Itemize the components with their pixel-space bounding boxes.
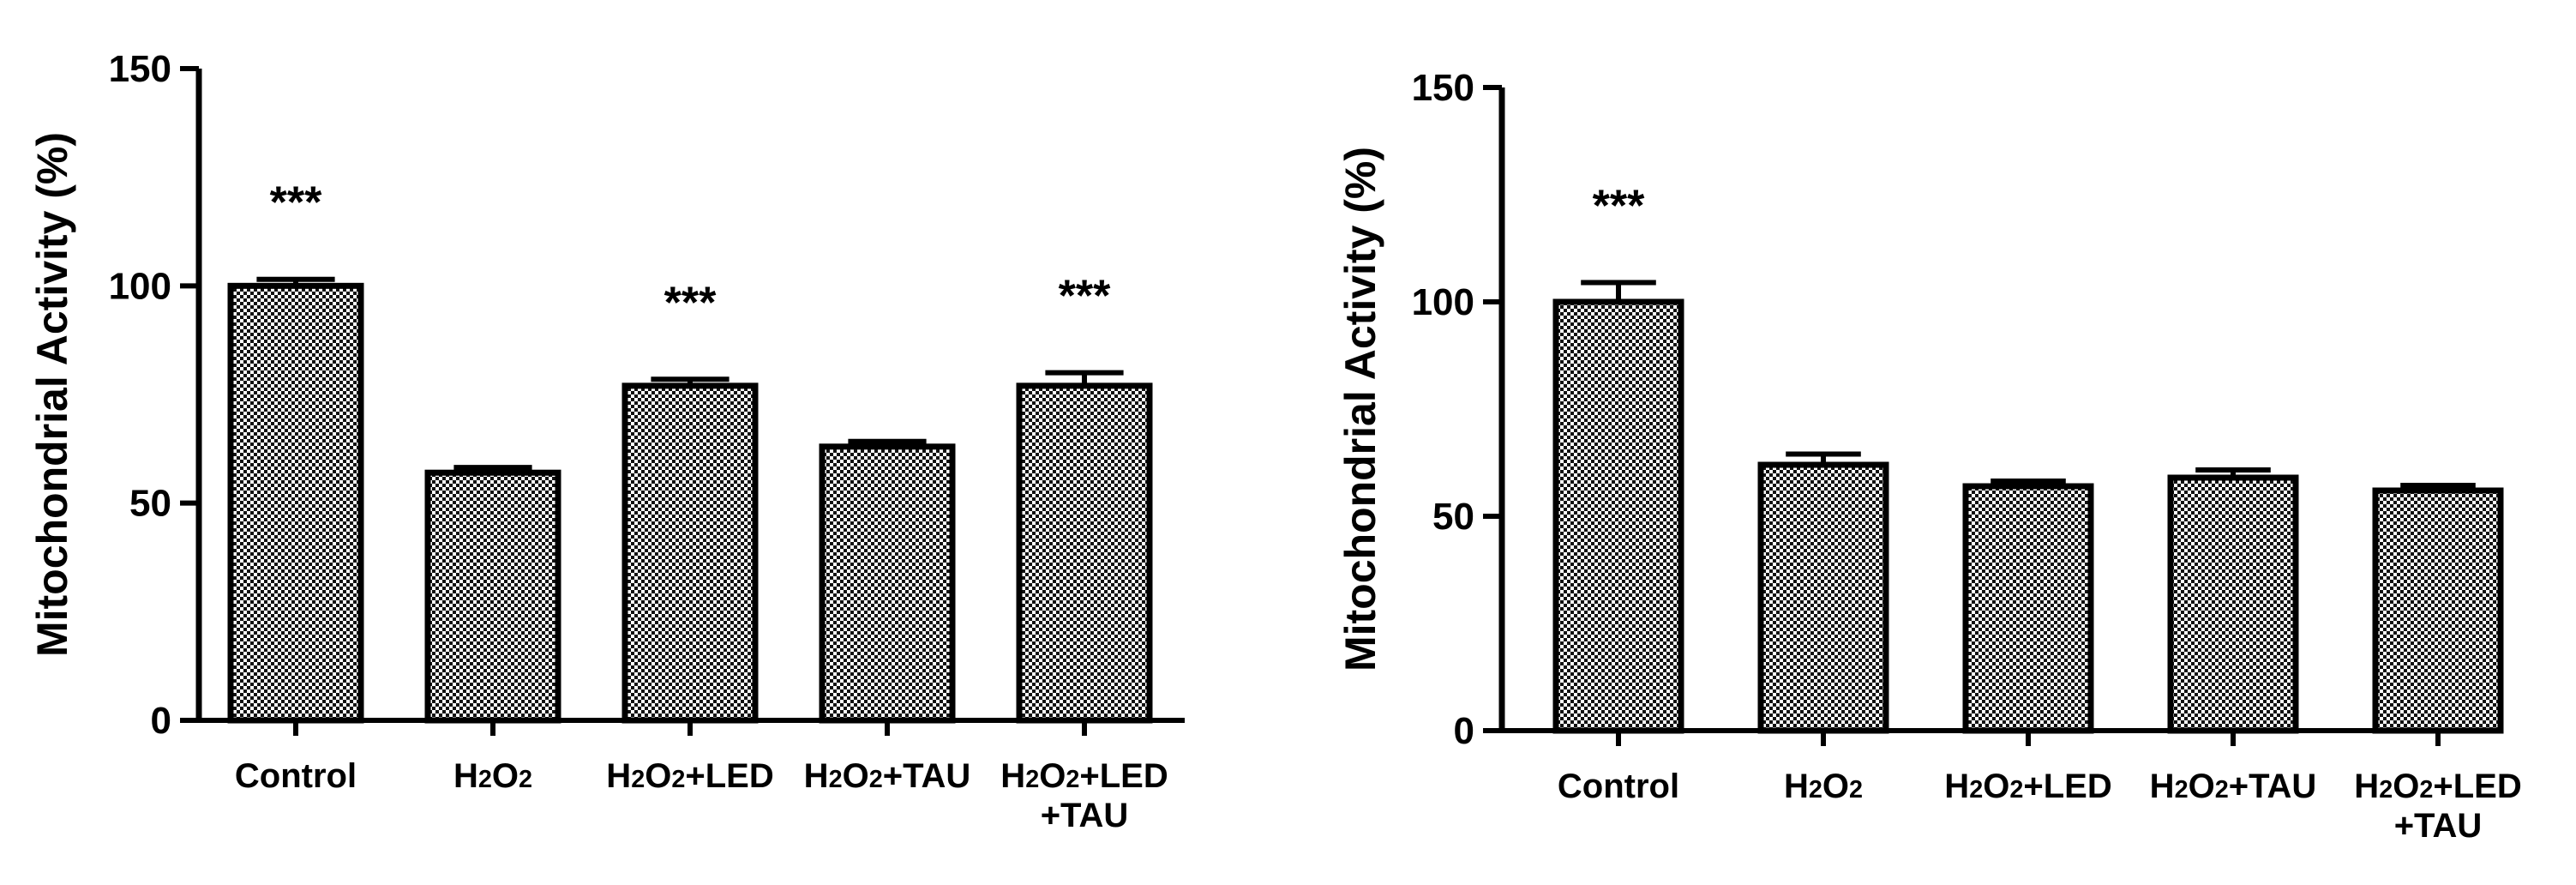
bar bbox=[1552, 298, 1684, 734]
y-tick-label: 50 bbox=[129, 483, 171, 525]
bar bbox=[2167, 474, 2299, 734]
category-label: H2O2 bbox=[1784, 768, 1863, 805]
significance-label: *** bbox=[1593, 182, 1645, 232]
category-label: H2O2 bbox=[453, 757, 532, 795]
y-tick-label: 150 bbox=[1412, 67, 1474, 109]
significance-label: *** bbox=[270, 178, 322, 228]
bar bbox=[2372, 487, 2504, 734]
bar bbox=[424, 469, 561, 724]
chart-left: 0 50 100 150 Mitochondrial Activity (%) Contr… bbox=[28, 48, 1185, 834]
bar bbox=[1757, 461, 1889, 734]
bar bbox=[819, 443, 956, 724]
category-label: Control bbox=[235, 757, 357, 795]
category-label: H2O2+TAU bbox=[2150, 768, 2317, 805]
bar bbox=[621, 382, 759, 724]
category-label: +TAU bbox=[1041, 797, 1129, 834]
category-label: H2O2+LED bbox=[1000, 757, 1168, 795]
significance-label: *** bbox=[1059, 272, 1111, 322]
y-tick-label: 0 bbox=[151, 700, 171, 742]
chart-right: 0 50 100 150 Mitochondrial Activity (%) Contr… bbox=[1336, 67, 2522, 845]
significance-label: *** bbox=[664, 278, 717, 328]
category-label: H2O2+LED bbox=[2354, 768, 2521, 805]
bar bbox=[1962, 483, 2094, 734]
y-tick-label: 0 bbox=[1454, 710, 1474, 752]
y-tick-label: 100 bbox=[109, 265, 171, 307]
y-axis-label: Mitochondrial Activity (%) bbox=[28, 132, 76, 657]
category-label: H2O2+LED bbox=[606, 757, 773, 795]
y-axis-label: Mitochondrial Activity (%) bbox=[1336, 147, 1384, 671]
category-label: H2O2+LED bbox=[1944, 768, 2111, 805]
bar bbox=[1016, 382, 1153, 724]
y-tick-label: 100 bbox=[1412, 281, 1474, 323]
bar bbox=[227, 282, 364, 724]
category-label: Control bbox=[1558, 768, 1679, 805]
category-label: +TAU bbox=[2394, 807, 2483, 845]
y-tick-label: 50 bbox=[1432, 496, 1474, 538]
y-tick-label: 150 bbox=[109, 48, 171, 90]
category-label: H2O2+TAU bbox=[804, 757, 971, 795]
